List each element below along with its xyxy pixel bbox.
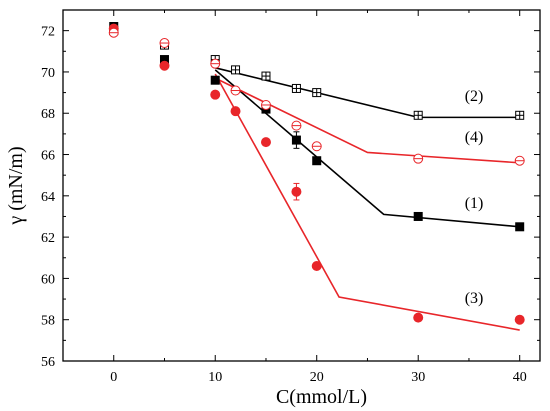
data-point: [230, 106, 241, 117]
x-tick-label: 0: [110, 370, 117, 385]
square-marker: [210, 75, 220, 85]
data-point: [291, 120, 302, 131]
data-point: [159, 60, 170, 71]
circle-marker: [413, 312, 424, 323]
circle-marker: [210, 89, 221, 100]
data-point: [413, 211, 423, 221]
fit-line: [214, 69, 520, 228]
data-point: [230, 85, 241, 96]
circle-marker: [260, 137, 271, 148]
x-tick-label: 30: [411, 370, 425, 385]
data-point: [413, 110, 423, 120]
series-annotations: (1) (2) (3) (4): [465, 88, 484, 307]
plot-border: [62, 9, 541, 362]
y-tick-label: 68: [41, 107, 55, 122]
series-label: (2): [465, 88, 484, 105]
series-label: (1): [465, 195, 484, 212]
data-point: [291, 135, 301, 145]
y-tick-label: 58: [41, 314, 55, 329]
data-point: [108, 27, 119, 38]
circle-marker: [291, 186, 302, 197]
data-point: [311, 141, 322, 152]
data-point: [514, 155, 525, 166]
data-points: [108, 22, 525, 325]
y-tick-label: 66: [41, 149, 55, 164]
data-point: [514, 314, 525, 325]
data-point: [515, 110, 525, 120]
data-point: [291, 186, 302, 197]
circle-marker: [230, 106, 241, 117]
x-axis-label: C(mmol/L): [276, 386, 367, 408]
x-tick-label: 40: [513, 370, 527, 385]
y-axis-label: γ (mN/m): [5, 146, 27, 225]
data-point: [312, 88, 322, 98]
circle-marker: [311, 261, 322, 272]
data-point: [311, 261, 322, 272]
data-point: [291, 83, 301, 93]
data-point: [159, 38, 170, 49]
data-point: [261, 71, 271, 81]
data-point: [515, 222, 525, 232]
data-point: [210, 75, 220, 85]
y-tick-label: 60: [41, 272, 55, 287]
circle-marker: [514, 314, 525, 325]
fit-line: [214, 73, 520, 331]
y-tick-label: 72: [41, 25, 55, 40]
y-tick-label: 62: [41, 231, 55, 246]
data-point: [260, 99, 271, 110]
axis-ticks: 0 10 20 30 40 56 58 60 62 64 66 68 70 72: [41, 9, 540, 385]
data-point: [210, 58, 221, 69]
data-point: [413, 312, 424, 323]
circle-marker: [159, 60, 170, 71]
y-tick-label: 56: [41, 355, 55, 370]
square-marker: [291, 135, 301, 145]
series-label: (4): [465, 129, 484, 146]
x-tick-label: 20: [310, 370, 324, 385]
square-marker: [413, 211, 423, 221]
data-point: [231, 65, 241, 75]
y-tick-label: 64: [41, 190, 55, 205]
data-point: [210, 89, 221, 100]
square-marker: [515, 222, 525, 232]
data-point: [260, 137, 271, 148]
data-point: [413, 153, 424, 164]
x-tick-label: 10: [208, 370, 222, 385]
square-marker: [312, 156, 322, 166]
series-label: (3): [465, 290, 484, 307]
y-tick-label: 70: [41, 66, 55, 81]
plot-frame: [62, 9, 541, 362]
data-point: [312, 156, 322, 166]
